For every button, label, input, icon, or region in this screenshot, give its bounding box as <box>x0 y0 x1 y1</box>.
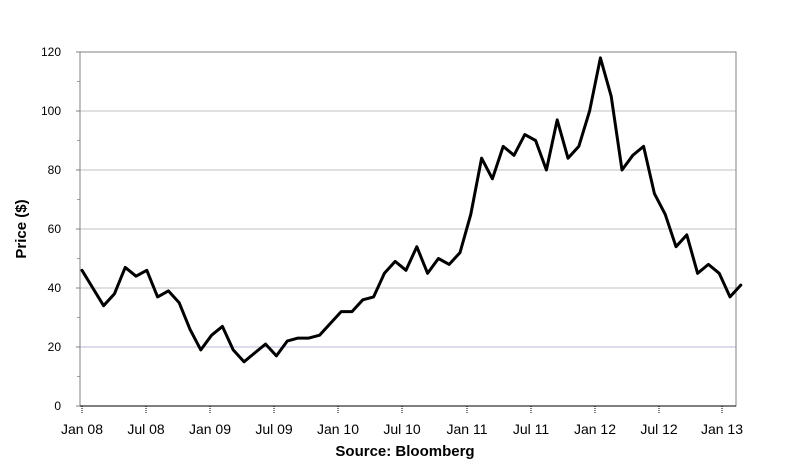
x-axis-ticks: Jan 08 Jul 08 Jan 09 Jul 09 Jan 10 Jul 10 Jan … <box>61 406 743 437</box>
y-tick-label: 80 <box>48 163 62 177</box>
y-tick-label: 60 <box>48 222 62 236</box>
x-tick-label: Jan 13 <box>701 421 743 437</box>
y-tick-label: 0 <box>54 399 61 413</box>
y-axis-title: Price ($) <box>13 199 30 258</box>
y-axis-ticks: 0 20 40 60 80 100 120 <box>41 45 80 413</box>
y-tick-label: 100 <box>41 104 61 118</box>
x-axis-title: Source: Bloomberg <box>335 443 474 460</box>
x-tick-label: Jan 12 <box>574 421 616 437</box>
x-tick-label: Jan 09 <box>189 421 231 437</box>
x-tick-label: Jul 11 <box>513 421 550 437</box>
gridlines <box>80 110 736 348</box>
y-tick-label: 40 <box>48 281 62 295</box>
x-tick-label: Jul 09 <box>255 421 293 437</box>
x-tick-label: Jan 11 <box>447 421 488 437</box>
x-tick-label: Jul 08 <box>127 421 165 437</box>
x-tick-label: Jan 08 <box>61 421 103 437</box>
x-tick-label: Jul 10 <box>383 421 421 437</box>
price-series-line <box>80 56 743 364</box>
x-tick-label: Jan 10 <box>317 421 359 437</box>
y-tick-label: 120 <box>41 45 61 59</box>
x-tick-label: Jul 12 <box>640 421 678 437</box>
y-tick-label: 20 <box>48 340 62 354</box>
